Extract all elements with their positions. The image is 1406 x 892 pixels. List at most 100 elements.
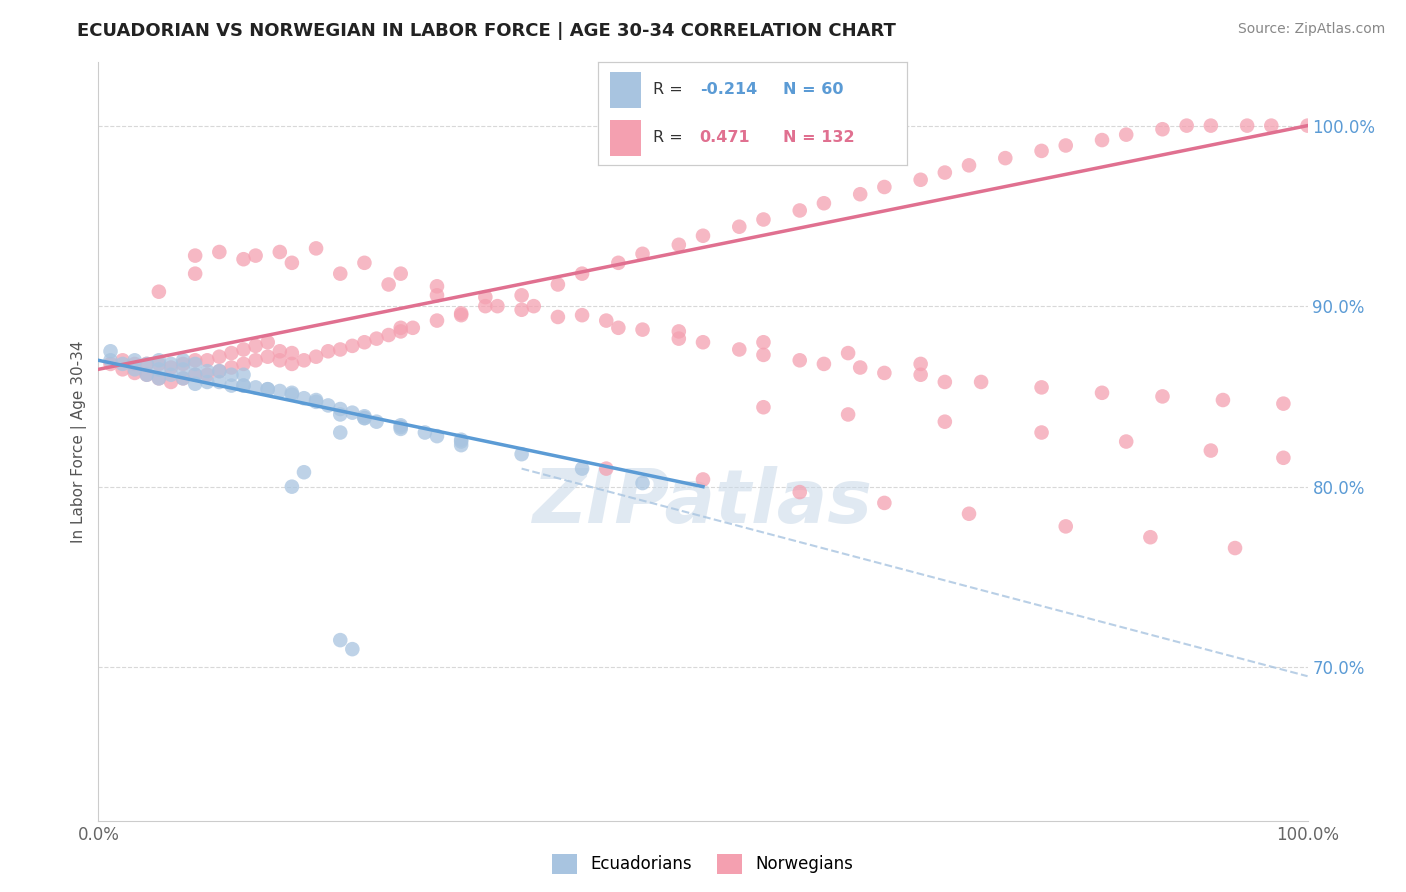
Point: [510, 288, 533, 302]
Point: [269, 344, 291, 359]
Point: [450, 308, 472, 322]
Point: [353, 256, 375, 270]
Point: [329, 425, 352, 440]
Point: [208, 350, 231, 364]
Point: [910, 357, 932, 371]
Point: [813, 196, 835, 211]
Point: [474, 290, 496, 304]
Point: [571, 308, 593, 322]
Point: [305, 394, 328, 409]
Point: [377, 328, 399, 343]
Point: [329, 267, 352, 281]
Point: [305, 392, 328, 407]
Point: [111, 362, 134, 376]
Point: [837, 346, 859, 360]
Point: [389, 325, 412, 339]
Point: [245, 380, 267, 394]
Point: [316, 344, 339, 359]
Point: [1272, 450, 1295, 465]
Point: [184, 267, 207, 281]
Point: [571, 461, 593, 475]
Point: [342, 642, 364, 657]
Point: [281, 256, 304, 270]
Point: [232, 357, 254, 371]
Point: [1223, 541, 1246, 555]
Point: [523, 299, 546, 313]
Point: [256, 382, 278, 396]
Point: [148, 357, 170, 371]
Point: [873, 366, 896, 380]
Point: [292, 353, 315, 368]
Point: [547, 277, 569, 292]
Point: [389, 420, 412, 434]
Point: [135, 357, 157, 371]
Point: [160, 357, 183, 371]
Point: [752, 212, 775, 227]
Point: [1152, 122, 1174, 136]
Point: [292, 465, 315, 479]
Point: [413, 425, 436, 440]
Bar: [610, 120, 641, 156]
Point: [245, 249, 267, 263]
Point: [232, 343, 254, 357]
Point: [172, 353, 194, 368]
Point: [184, 368, 207, 382]
Point: [510, 302, 533, 317]
Point: [631, 476, 654, 491]
Point: [934, 375, 956, 389]
Point: [148, 371, 170, 385]
Point: [353, 411, 375, 425]
Text: 0.471: 0.471: [700, 130, 751, 145]
Point: [389, 321, 412, 335]
Point: [1199, 443, 1222, 458]
Point: [111, 353, 134, 368]
Point: [292, 391, 315, 405]
Point: [607, 256, 630, 270]
Text: N = 132: N = 132: [783, 130, 855, 145]
Point: [342, 339, 364, 353]
Point: [256, 382, 278, 396]
Point: [547, 310, 569, 324]
Legend: Ecuadorians, Norwegians: Ecuadorians, Norwegians: [546, 847, 860, 880]
Point: [752, 401, 775, 415]
Point: [172, 357, 194, 371]
Point: [269, 244, 291, 259]
Text: N = 60: N = 60: [783, 82, 844, 97]
Point: [813, 357, 835, 371]
Point: [752, 335, 775, 350]
Point: [172, 371, 194, 385]
Point: [595, 313, 617, 327]
Point: [873, 180, 896, 194]
Point: [100, 353, 122, 368]
Point: [389, 267, 412, 281]
Point: [692, 228, 714, 243]
Point: [269, 353, 291, 368]
Point: [160, 368, 183, 382]
Point: [195, 353, 218, 368]
Point: [124, 357, 146, 371]
Point: [124, 353, 146, 368]
Point: [957, 507, 980, 521]
Point: [389, 422, 412, 436]
Point: [316, 399, 339, 413]
Point: [1031, 425, 1053, 440]
Point: [208, 364, 231, 378]
Point: [426, 288, 449, 302]
Point: [221, 368, 243, 382]
Text: R =: R =: [654, 82, 688, 97]
Point: [474, 299, 496, 313]
Point: [1260, 119, 1282, 133]
Point: [450, 433, 472, 447]
Point: [195, 364, 218, 378]
Point: [366, 415, 388, 429]
Point: [728, 219, 751, 234]
Point: [195, 375, 218, 389]
Point: [668, 325, 690, 339]
Point: [1091, 133, 1114, 147]
Point: [426, 313, 449, 327]
Point: [1152, 389, 1174, 403]
Point: [172, 371, 194, 385]
Point: [281, 357, 304, 371]
Point: [789, 485, 811, 500]
Text: ZIPatlas: ZIPatlas: [533, 466, 873, 539]
